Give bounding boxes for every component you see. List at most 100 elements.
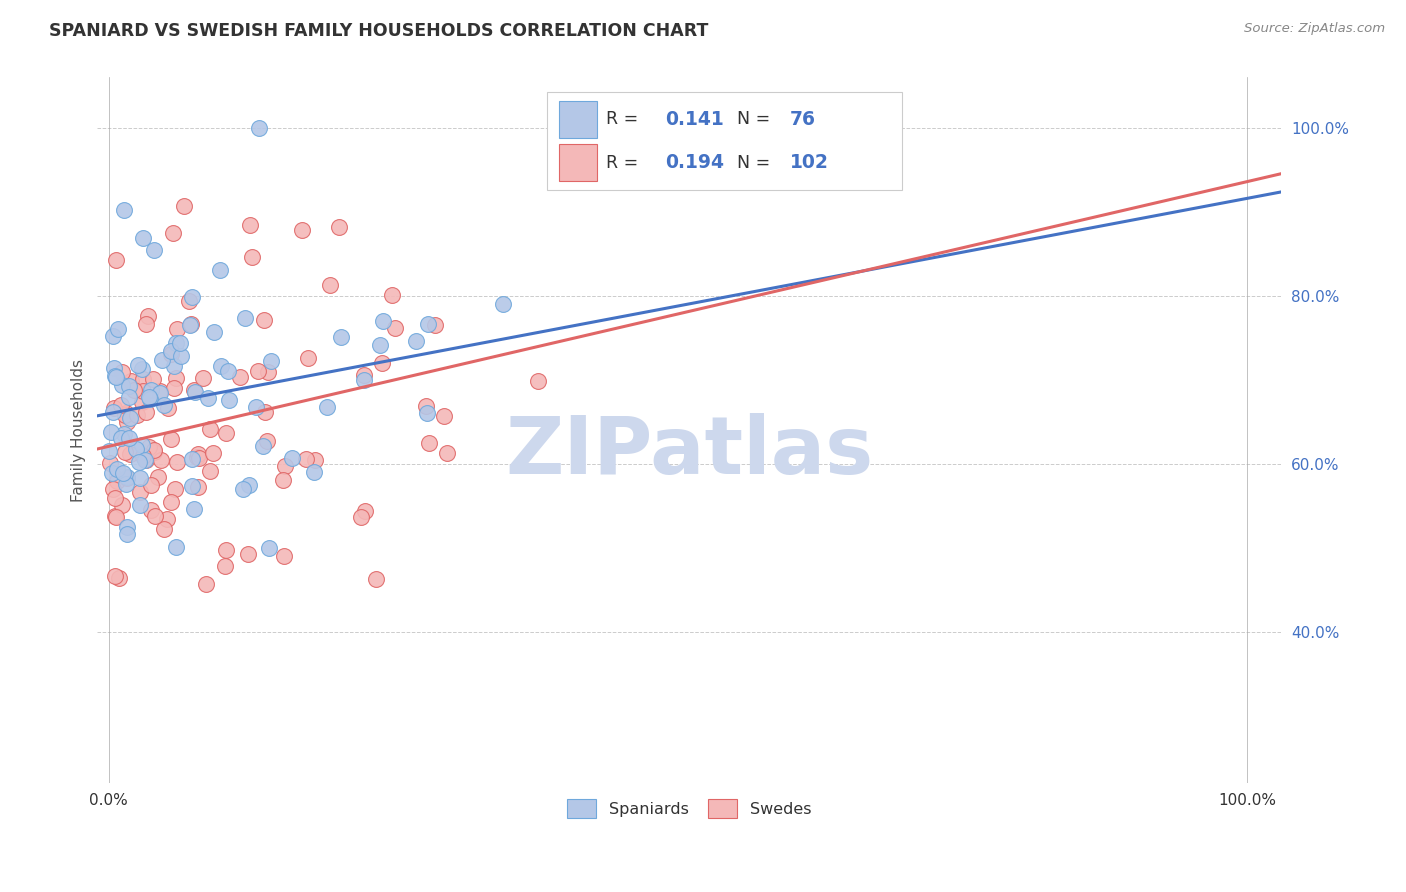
Point <box>163 381 186 395</box>
Point <box>124 383 146 397</box>
Text: 76: 76 <box>790 110 815 128</box>
Text: N =: N = <box>737 153 775 172</box>
Point <box>148 469 170 483</box>
Point <box>371 356 394 370</box>
Point <box>101 329 124 343</box>
Point <box>139 477 162 491</box>
Point <box>191 371 214 385</box>
Point <box>416 406 439 420</box>
Point <box>143 508 166 523</box>
Point <box>214 558 236 573</box>
Point <box>232 483 254 497</box>
Point <box>165 541 187 555</box>
Point <box>368 338 391 352</box>
Point <box>131 362 153 376</box>
Text: N =: N = <box>737 111 775 128</box>
Point <box>131 438 153 452</box>
Point <box>371 314 394 328</box>
Point <box>492 297 515 311</box>
Point <box>156 401 179 416</box>
Text: 102: 102 <box>790 153 828 172</box>
Point <box>114 406 136 420</box>
Point <box>98 444 121 458</box>
Point <box>134 453 156 467</box>
Point <box>186 450 208 465</box>
Point <box>103 361 125 376</box>
Point <box>173 199 195 213</box>
Point <box>162 226 184 240</box>
Point <box>141 503 163 517</box>
Point <box>114 444 136 458</box>
FancyBboxPatch shape <box>560 145 598 181</box>
Point <box>100 425 122 439</box>
Point <box>149 384 172 398</box>
Point <box>115 471 138 485</box>
Point <box>215 425 238 440</box>
Point <box>101 482 124 496</box>
Point <box>149 386 172 401</box>
Point <box>245 400 267 414</box>
Point <box>166 455 188 469</box>
Point <box>247 120 270 135</box>
Point <box>381 287 404 301</box>
Point <box>104 509 127 524</box>
Point <box>131 395 153 409</box>
Point <box>159 495 181 509</box>
Point <box>183 501 205 516</box>
Point <box>236 547 259 561</box>
FancyBboxPatch shape <box>560 101 598 137</box>
Point <box>132 449 155 463</box>
Point <box>163 359 186 373</box>
Point <box>129 484 152 499</box>
Point <box>118 431 141 445</box>
Point <box>156 511 179 525</box>
Point <box>103 401 125 415</box>
Point <box>187 480 209 494</box>
Point <box>117 415 139 429</box>
Point <box>160 344 183 359</box>
Point <box>233 310 256 325</box>
Point <box>111 467 134 481</box>
FancyBboxPatch shape <box>547 92 903 190</box>
Point <box>135 405 157 419</box>
Point <box>170 349 193 363</box>
Point <box>416 318 439 332</box>
Point <box>127 358 149 372</box>
Y-axis label: Family Households: Family Households <box>72 359 86 502</box>
Point <box>105 462 128 476</box>
Point <box>114 408 136 422</box>
Point <box>217 364 239 378</box>
Point <box>132 372 155 386</box>
Point <box>418 435 440 450</box>
Point <box>297 351 319 365</box>
Point <box>132 231 155 245</box>
Point <box>98 456 121 470</box>
Point <box>179 318 201 332</box>
Point <box>110 398 132 412</box>
Point <box>364 572 387 586</box>
Text: Source: ZipAtlas.com: Source: ZipAtlas.com <box>1244 22 1385 36</box>
Point <box>120 411 142 425</box>
Point <box>105 474 128 488</box>
Point <box>138 440 160 454</box>
Point <box>125 442 148 456</box>
Point <box>197 391 219 405</box>
Point <box>160 347 183 361</box>
Point <box>166 336 188 351</box>
Point <box>436 446 458 460</box>
Point <box>104 369 127 384</box>
Point <box>209 263 232 277</box>
Point <box>117 390 139 404</box>
Legend: Spaniards, Swedes: Spaniards, Swedes <box>561 793 817 825</box>
Point <box>110 431 132 445</box>
Point <box>101 404 124 418</box>
Point <box>246 364 269 378</box>
Point <box>184 385 207 400</box>
Point <box>153 523 176 537</box>
Point <box>187 447 209 461</box>
Point <box>142 243 165 257</box>
Point <box>328 220 350 235</box>
Point <box>118 379 141 393</box>
Point <box>259 541 281 556</box>
Point <box>181 479 204 493</box>
